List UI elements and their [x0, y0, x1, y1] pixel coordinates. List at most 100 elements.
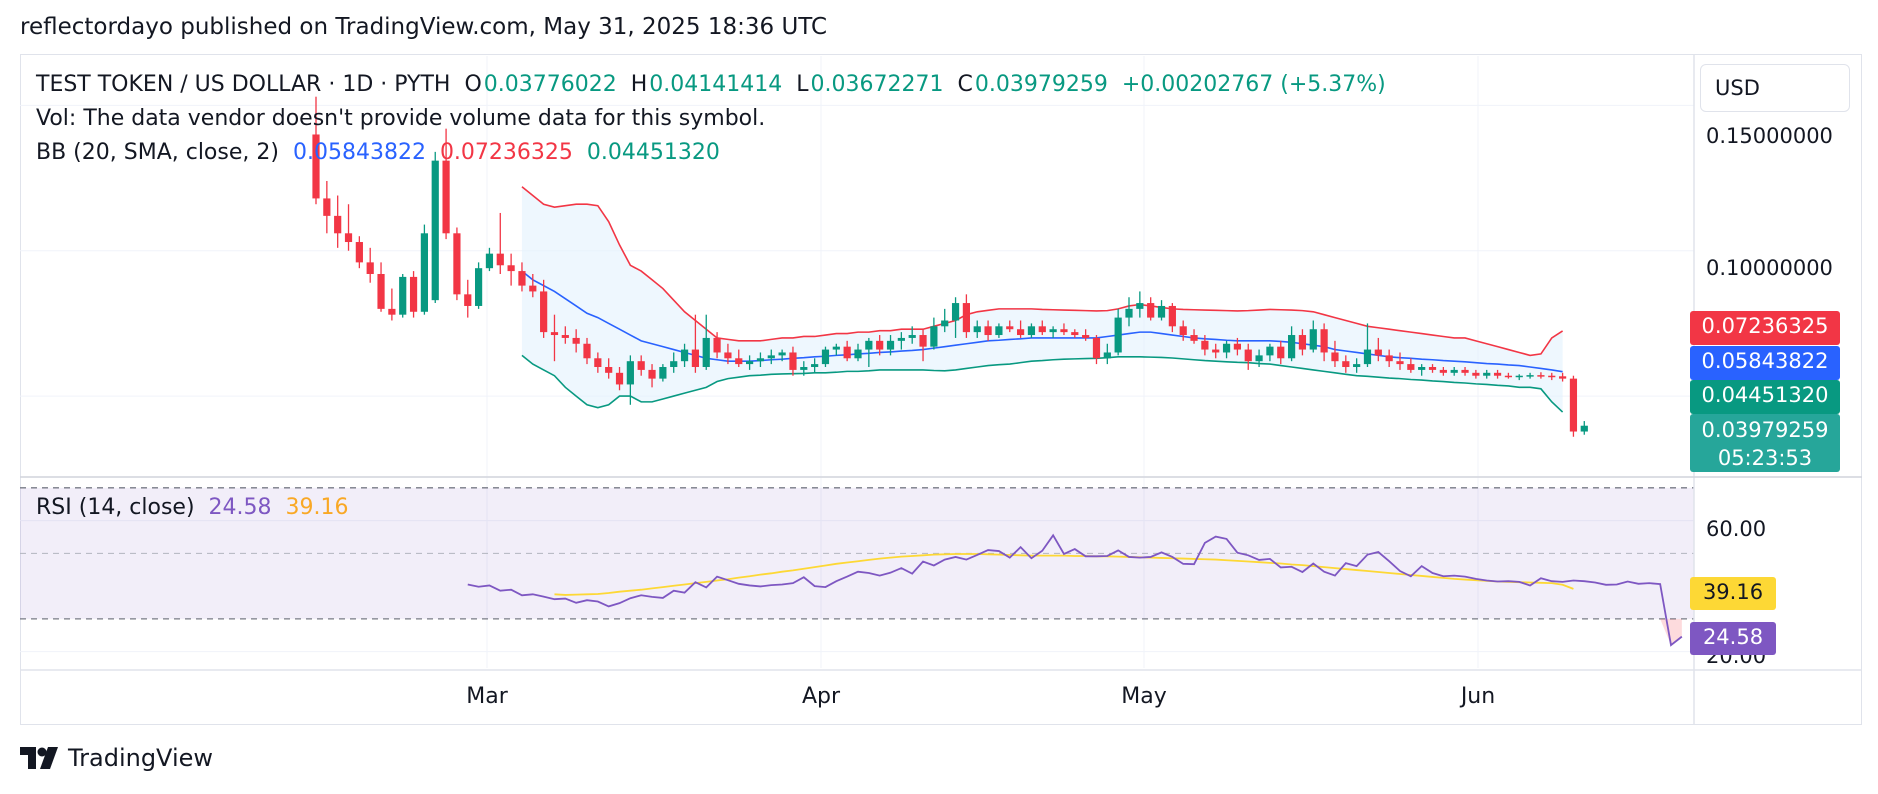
- publisher-line: reflectordayo published on TradingView.c…: [20, 14, 828, 40]
- rsi-oversold-fill: [1660, 618, 1682, 646]
- candle: [1526, 372, 1534, 379]
- rsi-tick-label: 60.00: [1706, 517, 1767, 541]
- candle: [1396, 352, 1404, 370]
- candle-body: [659, 367, 667, 379]
- candle-body: [323, 198, 331, 216]
- candle: [1450, 367, 1458, 376]
- close-label: C: [957, 72, 973, 97]
- bb-upper-price-tag: 0.07236325: [1690, 311, 1840, 345]
- candle: [767, 349, 775, 365]
- candle-body: [1569, 378, 1578, 432]
- candle: [1136, 291, 1144, 318]
- candle-body: [756, 358, 765, 362]
- candle: [1049, 326, 1057, 338]
- candle: [973, 320, 981, 338]
- candle: [1038, 320, 1046, 336]
- candle-body: [1244, 349, 1252, 362]
- candle-body: [941, 320, 949, 327]
- candle-body: [1114, 317, 1122, 353]
- candle: [1277, 340, 1285, 365]
- candle: [1288, 326, 1296, 362]
- candle: [659, 364, 667, 382]
- currency-button[interactable]: USD: [1700, 64, 1850, 112]
- candle: [1125, 297, 1133, 327]
- candle: [1472, 369, 1480, 379]
- tradingview-logo-icon: [20, 747, 58, 769]
- bb-legend[interactable]: BB (20, SMA, close, 2) 0.05843822 0.0723…: [36, 140, 720, 165]
- candle-body: [540, 291, 548, 333]
- candle-body: [1353, 364, 1361, 368]
- chart-frame[interactable]: [20, 54, 1862, 725]
- bb-lower-value: 0.04451320: [586, 140, 720, 165]
- symbol-legend[interactable]: TEST TOKEN / US DOLLAR · 1D · PYTH O0.03…: [36, 72, 1386, 97]
- candle: [1493, 369, 1502, 379]
- candle: [1559, 372, 1567, 382]
- candle-body: [1255, 355, 1263, 362]
- candle-body: [442, 160, 450, 234]
- candle-body: [366, 262, 374, 274]
- candle: [886, 335, 895, 356]
- candle-body: [746, 361, 754, 365]
- candle-body: [1017, 329, 1025, 336]
- candle: [778, 349, 786, 362]
- candle: [399, 273, 407, 318]
- candle-body: [995, 326, 1003, 336]
- candle-body: [1331, 352, 1339, 362]
- rsi-legend[interactable]: RSI (14, close) 24.58 39.16: [36, 495, 349, 520]
- candle: [1580, 421, 1588, 435]
- candle: [442, 128, 450, 240]
- candle-body: [518, 271, 526, 286]
- candle-body: [507, 265, 515, 272]
- rsi-line: [467, 533, 1683, 647]
- candle: [854, 343, 862, 362]
- candle: [951, 297, 960, 338]
- tradingview-logo[interactable]: TradingView: [20, 744, 213, 772]
- candle-body: [572, 337, 580, 344]
- candle-body: [832, 346, 840, 350]
- candle-body: [1342, 361, 1350, 368]
- candle: [843, 340, 851, 362]
- candle: [1428, 364, 1437, 373]
- candle-body: [1147, 303, 1155, 318]
- candle-body: [897, 337, 905, 341]
- candle-body: [767, 355, 775, 359]
- candle-body: [1439, 369, 1447, 373]
- candle: [876, 335, 884, 356]
- bb-basis-price-tag: 0.05843822: [1690, 346, 1840, 380]
- candle: [789, 346, 797, 376]
- candle-body: [973, 326, 981, 333]
- candle: [691, 314, 699, 373]
- bar-countdown: 05:23:53: [1717, 446, 1813, 470]
- candle-body: [865, 340, 873, 350]
- time-label-apr: Apr: [801, 684, 841, 709]
- candle-body: [420, 233, 428, 312]
- candle-body: [1493, 372, 1502, 376]
- candle-body: [1298, 335, 1307, 350]
- candle-body: [1060, 329, 1068, 333]
- candle: [1418, 364, 1426, 376]
- bb-basis-value: 0.05843822: [292, 140, 426, 165]
- candle: [496, 212, 504, 274]
- candle: [540, 279, 548, 338]
- candle-body: [1548, 375, 1556, 378]
- candle-body: [648, 369, 656, 379]
- candle-body: [800, 367, 808, 370]
- candle-body: [724, 352, 732, 359]
- candle: [1092, 335, 1101, 365]
- candle-body: [1385, 355, 1393, 362]
- candle: [984, 320, 992, 341]
- price-tick-label: 0.10000000: [1706, 256, 1833, 280]
- candle-body: [1157, 305, 1166, 318]
- candle: [1114, 308, 1122, 356]
- candle: [756, 352, 765, 368]
- candle-body: [843, 346, 851, 359]
- candle: [409, 271, 418, 318]
- candle-body: [626, 361, 634, 385]
- candle: [475, 262, 483, 309]
- candle-body: [377, 273, 385, 309]
- candle: [908, 326, 916, 344]
- candle: [821, 346, 830, 368]
- candle-body: [399, 276, 407, 315]
- change-value: +0.00202767 (+5.37%): [1121, 72, 1386, 97]
